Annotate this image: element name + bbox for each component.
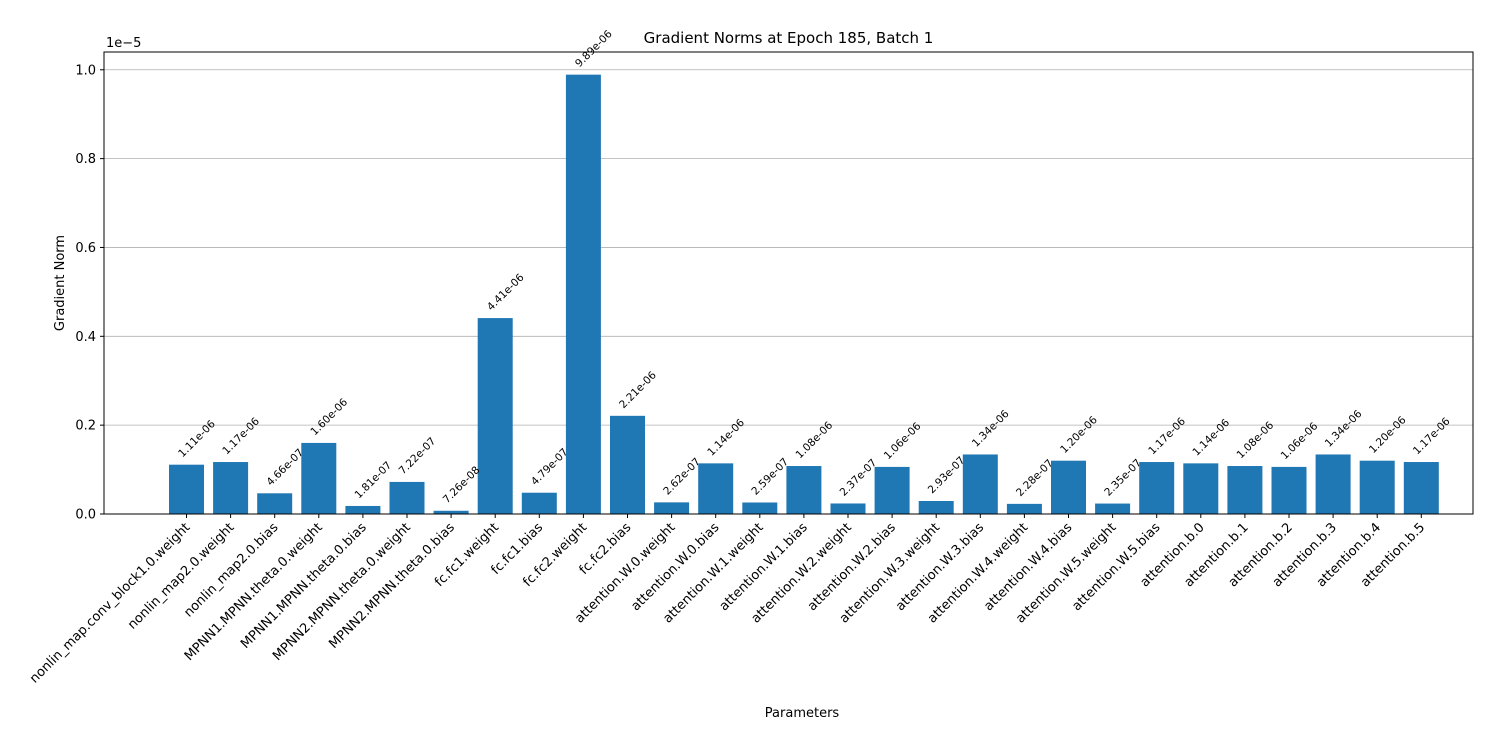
bar-data-label: 1.60e-06	[308, 396, 350, 438]
bar-data-label: 1.20e-06	[1367, 414, 1409, 456]
bar-data-label: 7.22e-07	[397, 435, 439, 477]
bar	[345, 505, 381, 514]
y-axis: 0.0 0.2 0.4 0.6 0.8 1.0	[75, 63, 104, 523]
bar-data-label: 1.34e-06	[1323, 408, 1365, 450]
bar-data-label: 4.66e-07	[264, 447, 306, 489]
bar-data-label: 1.34e-06	[970, 408, 1012, 450]
grid-lines	[104, 69, 1473, 426]
bar	[1227, 466, 1263, 514]
bar-data-label: 2.37e-07	[838, 457, 880, 499]
bar-data-label: 1.20e-06	[1058, 414, 1100, 456]
x-tick-label: nonlin_map.conv_block1.0.weight	[27, 520, 193, 686]
bar	[918, 500, 954, 514]
bar	[1051, 460, 1086, 514]
bar-data-label: 9.89e-06	[573, 28, 615, 70]
bar	[874, 466, 910, 514]
bar	[565, 74, 601, 515]
bar-data-label: 2.35e-07	[1102, 457, 1144, 499]
bar	[1183, 463, 1219, 514]
bar-data-label: 1.17e-06	[220, 415, 262, 457]
bar-data-label: 2.28e-07	[1014, 457, 1056, 499]
bar	[698, 463, 734, 514]
bar	[433, 510, 469, 514]
bar	[742, 502, 778, 514]
bar	[257, 493, 293, 514]
bar	[477, 318, 513, 514]
bar	[1315, 454, 1351, 514]
plot-frame	[103, 51, 1474, 515]
data-labels-group: 1.11e-06 1.17e-064.66e-071.60e-061.81e-07…	[176, 28, 1453, 506]
bar	[301, 442, 337, 514]
bar	[521, 492, 557, 514]
bar-data-label: 2.62e-07	[661, 456, 703, 498]
bar-data-label: 4.41e-06	[485, 271, 527, 313]
chart-title: Gradient Norms at Epoch 185, Batch 1	[644, 29, 934, 47]
bar	[962, 454, 998, 514]
bar	[654, 502, 690, 514]
y-tick-label: 0.4	[75, 330, 96, 345]
bar	[1006, 503, 1042, 514]
y-tick-label: 0.0	[75, 508, 96, 523]
bar-data-label: 1.14e-06	[705, 417, 747, 459]
bar-data-label: 1.17e-06	[1146, 415, 1188, 457]
bar-data-label: 1.14e-06	[1190, 417, 1232, 459]
bar	[213, 462, 249, 514]
x-axis-label: Parameters	[765, 706, 840, 721]
bar-data-label: 4.79e-07	[529, 446, 571, 488]
bar	[1139, 462, 1175, 514]
bar	[389, 481, 425, 514]
bars-group	[169, 74, 1439, 515]
bar	[169, 464, 204, 514]
y-tick-label: 0.6	[75, 241, 96, 256]
bar	[830, 503, 866, 514]
bar-data-label: 1.06e-06	[1279, 420, 1321, 462]
bar	[1271, 466, 1307, 514]
bar	[786, 466, 822, 514]
y-axis-offset-label: 1e−5	[106, 36, 141, 51]
y-axis-label: Gradient Norm	[53, 235, 68, 331]
bar-data-label: 1.06e-06	[882, 420, 924, 462]
x-axis: nonlin_map.conv_block1.0.weightnonlin_ma…	[27, 514, 1428, 686]
y-tick-label: 1.0	[75, 63, 96, 78]
y-tick-label: 0.8	[75, 152, 96, 167]
bar-data-label: 2.21e-06	[617, 369, 659, 411]
y-tick-label: 0.2	[75, 419, 96, 434]
bar	[1403, 462, 1439, 514]
bar	[1359, 460, 1395, 514]
bar-data-label: 2.93e-07	[926, 454, 968, 496]
bar-data-label: 2.59e-07	[749, 456, 791, 498]
bar-data-label: 1.11e-06	[176, 418, 218, 460]
bar	[610, 415, 645, 514]
bar-data-label: 1.17e-06	[1411, 415, 1453, 457]
bar-data-label: 7.26e-08	[441, 464, 483, 506]
bar-data-label: 1.81e-07	[353, 459, 395, 501]
bar	[1095, 503, 1131, 514]
